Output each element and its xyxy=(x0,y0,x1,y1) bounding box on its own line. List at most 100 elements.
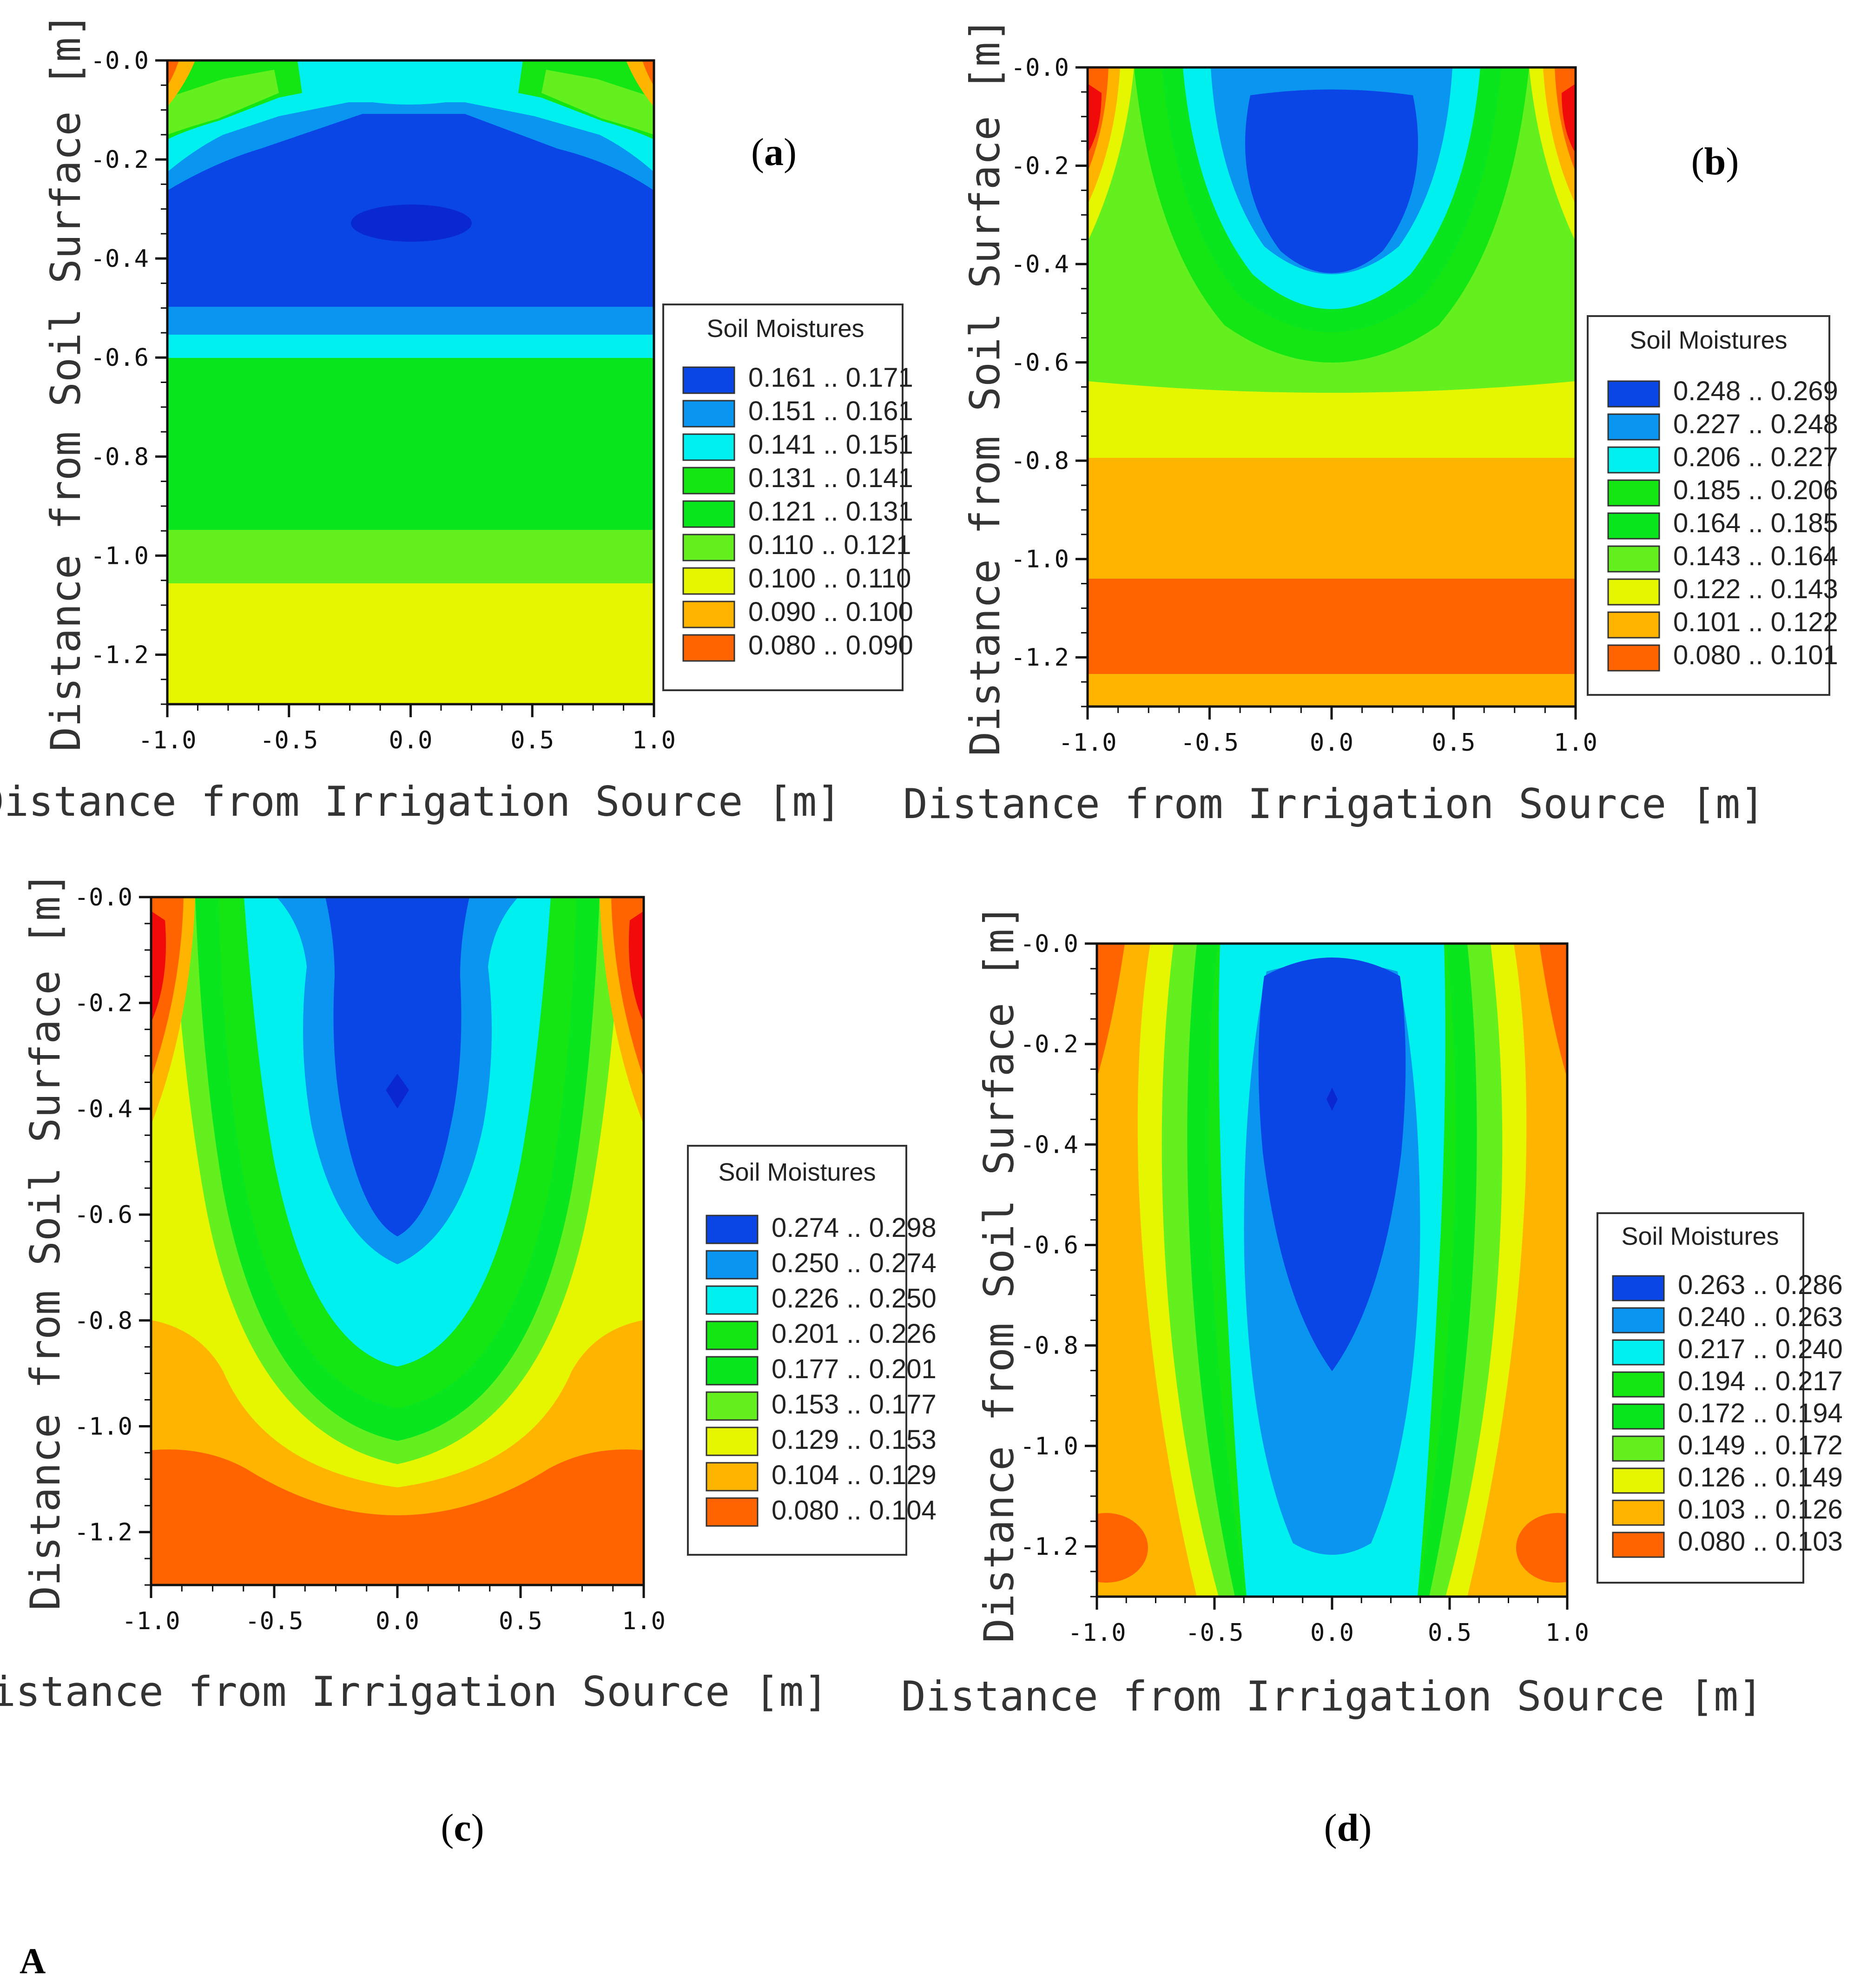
y-tick-label: -0.8 xyxy=(1011,447,1069,475)
y-tick-label: -0.0 xyxy=(91,47,149,75)
y-tick-label: -1.2 xyxy=(91,641,149,669)
legend-label: 0.263 .. 0.286 xyxy=(1678,1270,1843,1300)
x-tick-label: -1.0 xyxy=(138,727,196,754)
x-tick-label: 1.0 xyxy=(632,727,676,754)
x-tick-label: 1.0 xyxy=(1545,1619,1589,1647)
legend-label: 0.194 .. 0.217 xyxy=(1678,1366,1843,1396)
legend-label: 0.100 .. 0.110 xyxy=(748,563,911,594)
legend-label: 0.151 .. 0.161 xyxy=(748,396,913,426)
b-band-080-101 xyxy=(1088,579,1576,674)
y-tick-label: -0.6 xyxy=(91,344,149,372)
y-tick-label: -0.2 xyxy=(74,990,132,1017)
y-tick-label: -0.6 xyxy=(74,1201,132,1229)
a-top-cyan-center xyxy=(302,60,518,105)
d-band-080-103-left-bottom xyxy=(1097,1513,1148,1583)
b-band-248-269 xyxy=(1245,89,1419,273)
legend-swatch xyxy=(1612,1532,1665,1558)
panel-b-label: (b) xyxy=(1691,140,1739,183)
legend-swatch xyxy=(682,567,735,595)
y-tick-label: -0.2 xyxy=(1020,1030,1078,1058)
legend-swatch xyxy=(1612,1339,1665,1366)
x-tick-label: 1.0 xyxy=(1554,729,1597,757)
legend-label: 0.227 .. 0.248 xyxy=(1673,409,1838,439)
a-core xyxy=(351,205,472,242)
legend-swatch xyxy=(706,1215,759,1244)
legend-swatch xyxy=(1607,545,1660,573)
legend-label: 0.110 .. 0.121 xyxy=(748,530,911,560)
x-tick-label: -0.5 xyxy=(1181,729,1239,757)
legend-swatch xyxy=(682,601,735,628)
panel-a-ylabel: Distance from Soil Surface [m] xyxy=(42,13,90,751)
panel-a-axes: -1.0 -0.5 0.0 0.5 1.0 -0.0 -0.2 -0.4 -0.6 -0.8 -1.… xyxy=(91,47,676,754)
legend-label: 0.090 .. 0.100 xyxy=(748,597,913,627)
x-tick-label: -0.5 xyxy=(260,727,318,754)
legend-swatch xyxy=(1607,413,1660,441)
d-band-103-126-left xyxy=(1097,944,1197,1597)
y-tick-label: -0.6 xyxy=(1020,1231,1078,1259)
legend-label: 0.131 .. 0.141 xyxy=(748,463,913,493)
panel-a-legend-title: Soil Moistures xyxy=(706,315,864,343)
legend-label: 0.104 .. 0.129 xyxy=(772,1460,937,1490)
y-tick-label: -1.2 xyxy=(1011,644,1069,672)
legend-swatch xyxy=(1607,512,1660,540)
legend-swatch xyxy=(706,1285,759,1315)
a-top-cyan-left xyxy=(167,70,279,135)
panel-c-label: (c) xyxy=(441,1806,484,1849)
legend-swatch xyxy=(1612,1307,1665,1334)
a-corner-left-in xyxy=(167,60,179,86)
legend-label: 0.274 .. 0.298 xyxy=(772,1213,937,1243)
legend-label: 0.201 .. 0.226 xyxy=(772,1319,937,1349)
x-tick-label: -1.0 xyxy=(122,1607,180,1635)
x-tick-label: 0.5 xyxy=(499,1607,542,1635)
legend-swatch xyxy=(706,1250,759,1280)
panel-d-contours xyxy=(1097,944,1567,1597)
b-edge-left-hot xyxy=(1088,84,1102,153)
x-tick-label: 0.0 xyxy=(1310,1619,1354,1647)
b-edge-right-hot xyxy=(1562,84,1576,153)
y-tick-label: -1.0 xyxy=(74,1413,132,1440)
c-edge-left-hot xyxy=(151,911,166,1023)
y-tick-label: -0.8 xyxy=(1020,1332,1078,1360)
y-tick-label: -0.0 xyxy=(74,884,132,911)
legend-swatch xyxy=(1612,1403,1665,1430)
panel-d-axes: -1.0 -0.5 0.0 0.5 1.0 -0.0 -0.2 -0.4 -0.6 -0.8 -1.… xyxy=(1020,930,1589,1647)
legend-label: 0.149 .. 0.172 xyxy=(1678,1430,1843,1460)
legend-label: 0.172 .. 0.194 xyxy=(1678,1398,1843,1428)
legend-swatch xyxy=(706,1427,759,1456)
panel-b-xlabel: Distance from Irrigation Source [m] xyxy=(903,780,1765,828)
legend-label: 0.080 .. 0.090 xyxy=(748,630,913,660)
legend-swatch xyxy=(1612,1435,1665,1462)
y-tick-label: -0.0 xyxy=(1020,930,1078,958)
legend-swatch xyxy=(1612,1499,1665,1526)
y-tick-label: -0.6 xyxy=(1011,349,1069,377)
y-tick-label: -0.4 xyxy=(74,1095,132,1123)
c-core xyxy=(386,1074,409,1109)
y-tick-label: -0.8 xyxy=(74,1307,132,1335)
legend-label: 0.248 .. 0.269 xyxy=(1673,376,1838,406)
legend-label: 0.103 .. 0.126 xyxy=(1678,1494,1843,1525)
panel-a: -1.0 -0.5 0.0 0.5 1.0 -0.0 -0.2 -0.4 -0.6 -0.8 -1.… xyxy=(0,13,913,826)
legend-label: 0.164 .. 0.185 xyxy=(1673,508,1838,538)
legend-swatch xyxy=(682,634,735,662)
c-edge-right-hot xyxy=(629,911,644,1023)
a-corner-right-in xyxy=(642,60,654,86)
legend-swatch xyxy=(1607,578,1660,606)
x-tick-label: 0.5 xyxy=(510,727,554,754)
legend-label: 0.126 .. 0.149 xyxy=(1678,1462,1843,1493)
legend-label: 0.153 .. 0.177 xyxy=(772,1389,937,1420)
d-band-080-103-right-bottom xyxy=(1516,1513,1567,1583)
d-band-080-103-left-top xyxy=(1097,944,1125,1078)
d-core xyxy=(1326,1088,1338,1111)
x-tick-label: 0.0 xyxy=(389,727,433,754)
x-tick-label: -1.0 xyxy=(1058,729,1116,757)
legend-label: 0.129 .. 0.153 xyxy=(772,1425,937,1455)
d-band-103-126-right xyxy=(1467,944,1567,1597)
legend-swatch xyxy=(682,366,735,394)
d-band-080-103-right-top xyxy=(1539,944,1567,1078)
legend-swatch xyxy=(1612,1275,1665,1301)
